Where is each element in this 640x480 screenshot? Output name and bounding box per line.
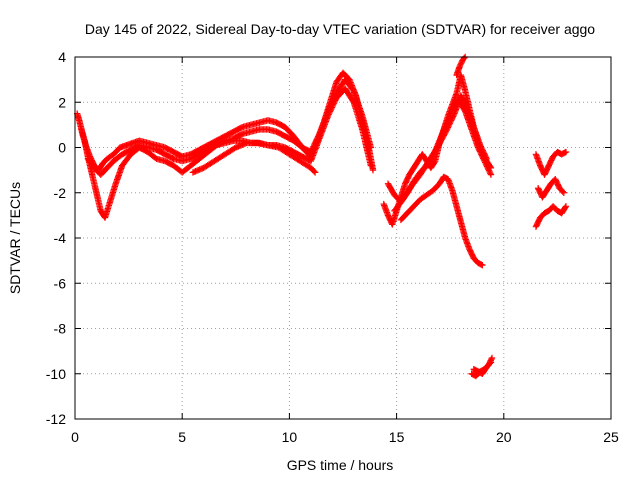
data-point <box>328 101 335 108</box>
data-point <box>444 125 451 133</box>
x-tick-label: 0 <box>71 429 79 445</box>
x-tick-label: 10 <box>282 429 298 445</box>
y-tick-label: -2 <box>54 185 67 201</box>
data-point <box>483 155 490 163</box>
data-point <box>447 117 455 124</box>
data-point <box>560 189 568 196</box>
data-point <box>460 54 468 62</box>
data-point <box>328 99 336 107</box>
y-tick-label: 4 <box>58 49 66 65</box>
data-point <box>449 113 457 120</box>
y-tick-label: 0 <box>58 140 66 156</box>
data-point <box>329 98 336 105</box>
data-point <box>463 104 470 111</box>
x-tick-label: 25 <box>603 429 619 445</box>
chart-title: Day 145 of 2022, Sidereal Day-to-day VTE… <box>85 21 595 37</box>
data-point <box>449 114 456 121</box>
data-point <box>562 204 569 211</box>
data-point <box>486 360 494 367</box>
y-tick-label: -6 <box>54 275 67 291</box>
data-point <box>309 144 317 152</box>
data-point <box>444 124 452 131</box>
data-point <box>446 120 454 127</box>
data-point <box>487 359 495 366</box>
data-point <box>324 108 332 115</box>
data-point <box>367 162 375 169</box>
x-tick-labels: 0 5 10 15 20 25 <box>71 429 619 445</box>
data-point <box>314 133 322 140</box>
y-axis-label: SDTVAR / TECUs <box>7 182 23 294</box>
data-point <box>330 95 338 102</box>
y-tick-labels: -12 -10 -8 -6 -4 -2 0 2 4 <box>46 49 66 427</box>
y-tick-label: -12 <box>46 411 66 427</box>
data-point <box>331 94 338 101</box>
data-point <box>327 102 334 109</box>
data-point <box>313 136 320 143</box>
data-point <box>325 106 332 114</box>
data-point <box>482 154 490 161</box>
data-point <box>479 261 486 269</box>
data-point <box>447 118 454 126</box>
data-point <box>448 115 456 123</box>
data-point <box>315 132 322 139</box>
data-point <box>326 103 334 111</box>
y-tick-label: -8 <box>54 321 67 337</box>
x-tick-label: 15 <box>389 429 405 445</box>
data-point <box>308 147 315 154</box>
data-point <box>487 170 494 177</box>
data-point <box>562 203 570 210</box>
data-point <box>559 188 566 195</box>
data-point <box>487 171 495 178</box>
y-tick-label: -10 <box>46 366 66 382</box>
data-point <box>442 128 450 135</box>
data-point <box>369 166 377 174</box>
axis-ticks <box>74 56 612 420</box>
data-point <box>445 122 452 130</box>
data-point <box>312 139 319 146</box>
data-point <box>311 169 319 176</box>
data-point <box>488 354 496 362</box>
x-tick-label: 5 <box>178 429 186 445</box>
data-point <box>562 148 570 156</box>
data-point <box>312 137 320 145</box>
x-axis-label: GPS time / hours <box>287 457 394 473</box>
data-points <box>73 53 570 380</box>
x-tick-label: 20 <box>496 429 512 445</box>
data-point <box>332 92 339 100</box>
data-point <box>314 134 321 142</box>
data-point <box>311 140 318 147</box>
data-point <box>310 168 318 175</box>
data-point <box>450 111 458 119</box>
data-point <box>310 141 318 149</box>
data-point <box>308 146 316 153</box>
y-tick-label: -4 <box>54 230 67 246</box>
data-point <box>446 121 453 128</box>
y-tick-label: 2 <box>58 94 66 110</box>
data-point <box>443 127 450 134</box>
data-point <box>367 144 375 151</box>
data-point <box>326 105 333 112</box>
grid-lines <box>75 57 611 419</box>
data-point <box>330 96 337 104</box>
data-point <box>310 143 317 150</box>
data-point <box>307 148 315 156</box>
